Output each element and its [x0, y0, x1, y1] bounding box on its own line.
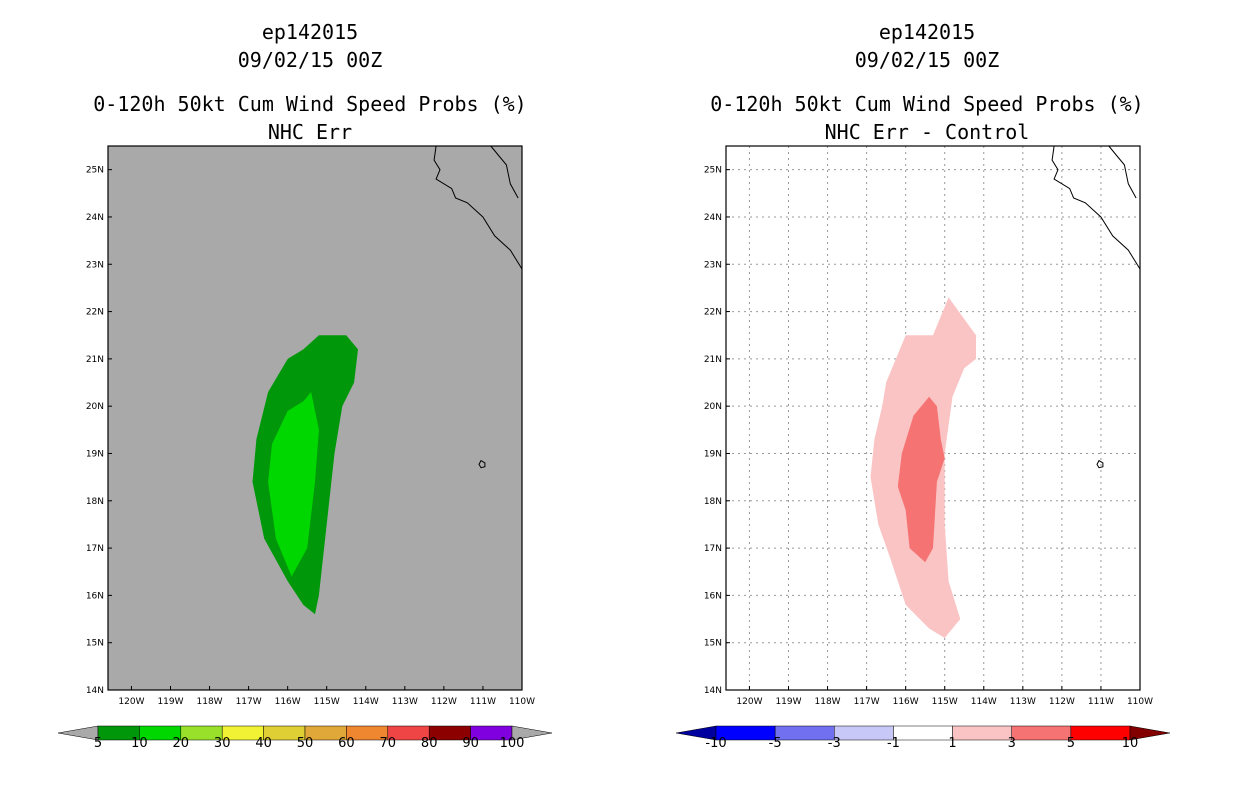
- colorbar-label: 5: [94, 736, 102, 751]
- x-tick-label: 112W: [431, 697, 457, 707]
- y-tick-label: 25N: [86, 166, 104, 176]
- left-chart-title: 0-120h 50kt Cum Wind Speed Probs (%): [93, 92, 527, 116]
- colorbar-label: 40: [255, 736, 272, 751]
- colorbar-label: 10: [1122, 736, 1139, 751]
- y-tick-label: 19N: [86, 449, 104, 459]
- colorbar-label: 20: [173, 736, 190, 751]
- map-frame: [725, 145, 1141, 691]
- right-map-panel: 120W 119W 118W 117W 116W 115W 114W 113W 112W 111W…: [675, 145, 1171, 751]
- right-storm-id: ep142015: [878, 20, 976, 44]
- x-tick-label: 114W: [971, 697, 997, 707]
- x-tick-label: 119W: [157, 697, 183, 707]
- y-tick-label: 19N: [704, 449, 722, 459]
- x-tick-label: 110W: [1127, 697, 1153, 707]
- contour-10-20: [268, 392, 319, 577]
- y-tick-label: 22N: [86, 308, 104, 318]
- right-panel-subtitle-block: 0-120h 50kt Cum Wind Speed Probs (%) NHC…: [627, 90, 1227, 146]
- y-tick-label: 24N: [86, 213, 104, 223]
- colorbar-label: 30: [214, 736, 231, 751]
- right-chart-title: 0-120h 50kt Cum Wind Speed Probs (%): [710, 92, 1144, 116]
- x-tick-label: 110W: [509, 697, 535, 707]
- x-tick-label: 120W: [118, 697, 144, 707]
- colorbar-label: 3: [1008, 736, 1016, 751]
- island-socorro: [478, 459, 486, 469]
- y-tick-label: 18N: [704, 497, 722, 507]
- left-chart-subtitle: NHC Err: [267, 120, 353, 144]
- y-tick-label: 17N: [704, 544, 722, 554]
- left-map-panel: 120W 119W 118W 117W 116W 115W 114W 113W 112W 111W…: [57, 145, 553, 751]
- y-tick-label: 15N: [704, 639, 722, 649]
- x-tick-label: 117W: [854, 697, 880, 707]
- island-socorro: [1096, 459, 1104, 469]
- colorbar-swatch: [1011, 725, 1072, 741]
- right-date: 09/02/15 00Z: [854, 48, 1000, 72]
- x-tick-label: 115W: [932, 697, 958, 707]
- x-tick-label: 118W: [815, 697, 841, 707]
- colorbar-high-arrow: [511, 725, 553, 741]
- x-tick-label: 115W: [314, 697, 340, 707]
- x-tick-label: 116W: [275, 697, 301, 707]
- x-tick-label: 112W: [1049, 697, 1075, 707]
- y-tick-label: 25N: [704, 166, 722, 176]
- left-date: 09/02/15 00Z: [237, 48, 383, 72]
- x-tick-label: 117W: [236, 697, 262, 707]
- x-tick-label: 113W: [1010, 697, 1036, 707]
- y-tick-label: 20N: [704, 402, 722, 412]
- x-tick-label: 111W: [1088, 697, 1114, 707]
- colorbar-label: 5: [1067, 736, 1075, 751]
- colorbar-high-arrow: [1129, 725, 1171, 741]
- y-tick-label: 18N: [86, 497, 104, 507]
- x-tick-label: 114W: [353, 697, 379, 707]
- colorbar-label: -1: [887, 736, 900, 751]
- colorbar-label: 100: [500, 736, 525, 751]
- x-tick-label: 120W: [736, 697, 762, 707]
- coastline-baja: [433, 145, 523, 270]
- colorbar-swatch: [774, 725, 835, 741]
- y-tick-label: 14N: [704, 686, 722, 696]
- colorbar-low-arrow: [57, 725, 99, 741]
- colorbar-label: -3: [828, 736, 841, 751]
- contour-3-5: [897, 396, 945, 563]
- x-tick-label: 116W: [893, 697, 919, 707]
- map-frame: [107, 145, 523, 691]
- colorbar-swatch: [893, 725, 953, 741]
- colorbar-label: 10: [131, 736, 148, 751]
- y-tick-label: 24N: [704, 213, 722, 223]
- colorbar-label: 50: [297, 736, 314, 751]
- colorbar-label: 60: [338, 736, 355, 751]
- left-storm-id: ep142015: [261, 20, 359, 44]
- y-tick-label: 23N: [704, 260, 722, 270]
- right-chart-subtitle: NHC Err - Control: [824, 120, 1030, 144]
- colorbar-label: -5: [769, 736, 782, 751]
- colorbar-label: 80: [421, 736, 438, 751]
- colorbar-swatch: [834, 725, 894, 741]
- y-tick-label: 20N: [86, 402, 104, 412]
- y-tick-label: 21N: [86, 355, 104, 365]
- y-tick-label: 15N: [86, 639, 104, 649]
- x-tick-label: 118W: [197, 697, 223, 707]
- coastline-baja: [1051, 145, 1141, 270]
- right-panel-title: ep142015 09/02/15 00Z: [627, 18, 1227, 74]
- x-tick-label: 113W: [392, 697, 418, 707]
- y-tick-label: 16N: [704, 591, 722, 601]
- y-tick-label: 17N: [86, 544, 104, 554]
- y-tick-label: 21N: [704, 355, 722, 365]
- colorbar-label: 90: [462, 736, 479, 751]
- left-panel-subtitle-block: 0-120h 50kt Cum Wind Speed Probs (%) NHC…: [10, 90, 610, 146]
- x-tick-label: 119W: [775, 697, 801, 707]
- coastline-mainland: [1108, 145, 1137, 199]
- y-tick-label: 23N: [86, 260, 104, 270]
- x-tick-label: 111W: [470, 697, 496, 707]
- y-tick-label: 14N: [86, 686, 104, 696]
- left-panel-title: ep142015 09/02/15 00Z: [10, 18, 610, 74]
- colorbar-label: 70: [380, 736, 397, 751]
- colorbar-swatch: [952, 725, 1012, 741]
- y-tick-label: 16N: [86, 591, 104, 601]
- colorbar-label: 1: [948, 736, 956, 751]
- colorbar-label: -10: [705, 736, 726, 751]
- coastline-mainland: [490, 145, 519, 199]
- y-tick-label: 22N: [704, 308, 722, 318]
